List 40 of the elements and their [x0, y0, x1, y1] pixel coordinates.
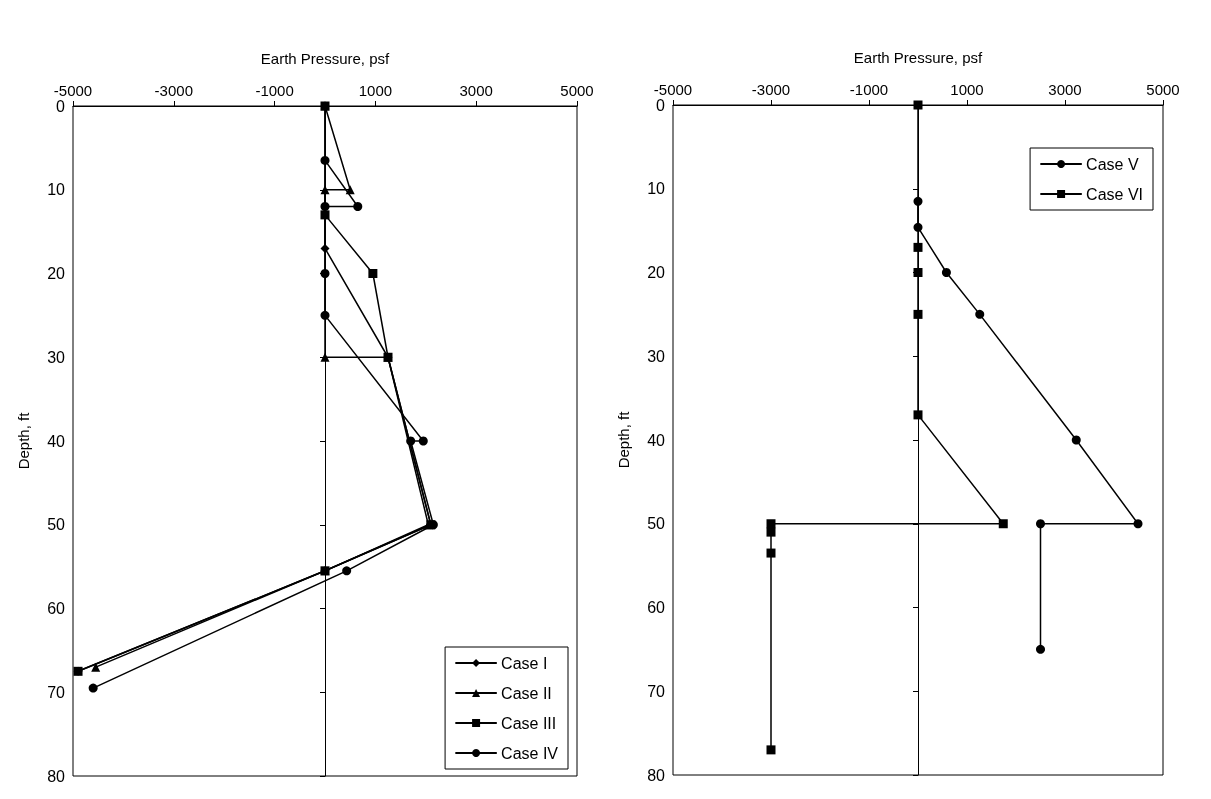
x-tick-label: 1000 [358, 82, 393, 99]
y-tick-label: 30 [47, 348, 66, 366]
x-tick-label: -1000 [255, 82, 294, 99]
x-axis-title: Earth Pressure, psf [260, 50, 391, 67]
x-tick-label: -5000 [53, 82, 93, 99]
y-tick-label: 70 [647, 682, 666, 700]
y-tick-label: 20 [647, 264, 666, 281]
y-tick-label: 40 [47, 432, 66, 450]
y-tick-label: 60 [47, 600, 66, 617]
x-tick-label: -3000 [751, 81, 791, 98]
x-tick-label: 3000 [459, 82, 493, 99]
y-tick-label: 10 [647, 180, 666, 198]
legend-label: Case II [501, 684, 552, 702]
y-tick-label: 70 [47, 683, 66, 701]
y-axis-title: Depth, ft [15, 411, 32, 470]
x-axis-title: Earth Pressure, psf [853, 49, 984, 66]
x-tick-label: 3000 [1048, 81, 1082, 98]
legend-label: Case VI [1086, 185, 1144, 203]
y-tick-label: 0 [56, 97, 66, 115]
y-tick-label: 20 [47, 265, 66, 282]
x-tick-label: 5000 [560, 82, 594, 99]
y-tick-label: 30 [647, 347, 666, 365]
x-tick-label: -3000 [154, 82, 193, 99]
x-tick-label: 5000 [1146, 81, 1180, 98]
y-tick-label: 0 [656, 96, 666, 114]
x-tick-label: -1000 [849, 81, 889, 98]
y-tick-label: 60 [647, 599, 666, 616]
x-tick-label: 1000 [950, 81, 984, 98]
y-tick-label: 50 [647, 515, 666, 533]
y-tick-label: 50 [47, 516, 66, 534]
legend-label: Case IV [501, 744, 559, 762]
y-tick-label: 80 [647, 766, 666, 784]
legend-label: Case V [1086, 155, 1139, 173]
y-axis-title: Depth, ft [615, 410, 632, 469]
legend-label: Case I [501, 654, 548, 672]
y-tick-label: 10 [47, 181, 66, 199]
y-tick-label: 40 [647, 431, 666, 449]
legend-label: Case III [501, 714, 557, 732]
y-tick-label: 80 [47, 767, 66, 785]
x-tick-label: -5000 [653, 81, 693, 98]
